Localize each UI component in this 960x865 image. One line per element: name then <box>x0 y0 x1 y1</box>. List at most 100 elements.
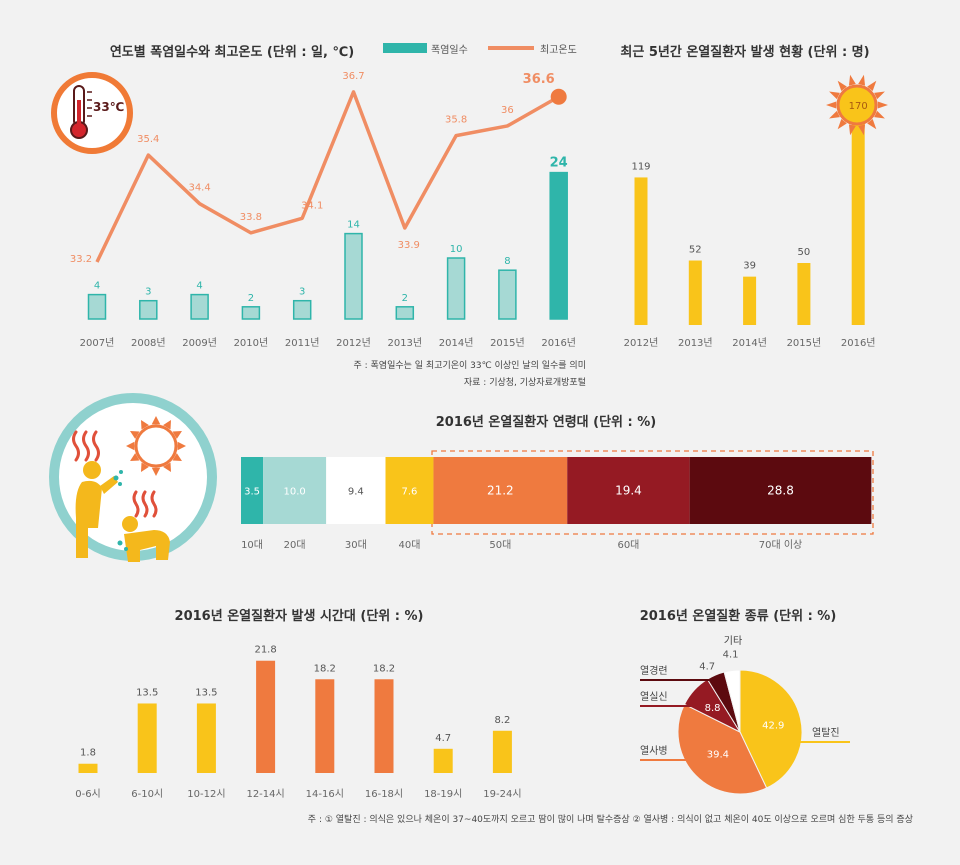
time-bar <box>78 763 98 773</box>
temperature-label: 36.6 <box>523 72 555 87</box>
sun-ray <box>848 124 856 136</box>
year-tick-label: 2008년 <box>131 337 166 349</box>
temperature-label: 33.2 <box>70 254 92 265</box>
legend-bar-swatch <box>383 43 427 53</box>
heatwave-bar <box>344 232 363 320</box>
age-segment <box>567 457 690 524</box>
temperature-label: 35.4 <box>137 134 159 145</box>
thermometer-icon: 33℃ <box>51 72 133 154</box>
pie-slice <box>723 669 741 733</box>
temperature-line <box>95 90 560 263</box>
legend-line-label: 최고온도 <box>540 44 577 56</box>
temperature-label: 34.1 <box>301 200 323 211</box>
temperature-point <box>550 88 567 105</box>
age-tick-label: 20대 <box>284 539 306 551</box>
heatwave-bar <box>241 306 261 320</box>
time-bar-label: 18.2 <box>373 663 395 674</box>
sun-ray <box>848 74 856 86</box>
sun-icon <box>126 416 186 476</box>
year-tick-label: 2007년 <box>80 337 115 349</box>
sun-ray <box>172 431 182 439</box>
thermometer-label: 33℃ <box>93 100 124 114</box>
chart-age-groups: 2016년 온열질환자 연령대 (단위 : %) 3.5 10대 10.0 20대 9.… <box>241 414 874 551</box>
year-tick-label: 2014년 <box>439 337 474 349</box>
temperature-label: 35.8 <box>445 115 467 126</box>
year-tick-label: 2016년 <box>541 337 576 349</box>
time-tick-label: 18-19시 <box>424 788 462 800</box>
patient-bar-label: 39 <box>743 261 756 272</box>
sun-ray <box>826 101 837 109</box>
year-tick-label: 2015년 <box>490 337 525 349</box>
year-tick-label: 2013년 <box>387 337 422 349</box>
year-tick-label: 2014년 <box>732 337 767 349</box>
pie-category-label: 열실신 <box>640 691 668 703</box>
time-tick-label: 19-24시 <box>483 788 521 800</box>
pie-category-label: 열경련 <box>640 664 668 677</box>
heatwave-bar <box>139 299 158 320</box>
time-bar-label: 1.8 <box>80 748 96 759</box>
sun-disc <box>134 424 178 468</box>
age-tick-label: 60대 <box>617 539 639 551</box>
sun-ray <box>151 467 161 476</box>
age-segment <box>385 457 434 524</box>
time-bar-label: 4.7 <box>435 733 451 744</box>
patient-bar-label: 52 <box>689 245 702 256</box>
sun-ray <box>130 431 140 439</box>
heatwave-bar-label: 3 <box>299 287 305 298</box>
time-tick-label: 10-12시 <box>187 788 225 800</box>
age-tick-label: 50대 <box>489 539 511 551</box>
age-segment-label: 21.2 <box>487 484 514 498</box>
temperature-label: 33.8 <box>240 212 262 223</box>
sun-ray <box>867 118 877 130</box>
sun-ray <box>130 453 140 461</box>
heat-wave-icon <box>72 430 158 518</box>
pie-slice <box>677 703 768 795</box>
heatwave-bar-label: 8 <box>504 256 510 267</box>
time-bar <box>196 703 216 773</box>
age-tick-label: 70대 이상 <box>759 539 803 551</box>
heatwave-bar <box>190 293 209 320</box>
pie-value-label: 39.4 <box>707 750 729 761</box>
heatwave-bar-label: 3 <box>145 287 151 298</box>
chart2-title: 최근 5년간 온열질환자 발생 현황 (단위 : 명) <box>620 44 869 60</box>
time-bar-label: 18.2 <box>314 663 336 674</box>
chart1-note-2: 자료 : 기상청, 기상자료개방포털 <box>464 376 586 388</box>
year-tick-label: 2011년 <box>285 337 320 349</box>
heat-illustration <box>49 393 217 562</box>
year-tick-label: 2015년 <box>787 337 822 349</box>
age-segment-label: 19.4 <box>615 484 642 498</box>
pie-value-label: 4.7 <box>699 662 715 673</box>
sun-ray <box>163 420 171 430</box>
heatwave-bar-label: 24 <box>550 156 568 171</box>
temperature-label: 36.7 <box>342 71 364 82</box>
pie-category-label: 열탈진 <box>812 726 840 739</box>
heatwave-bar <box>446 257 466 320</box>
temperature-label: 33.9 <box>398 240 420 251</box>
age-segment-label: 7.6 <box>402 487 418 498</box>
age-segment <box>433 457 568 524</box>
chart-illness-types: 2016년 온열질환 종류 (단위 : %) 42.9 39.4 8.8 4.7 4.1… <box>308 608 913 825</box>
patient-bar <box>743 276 757 325</box>
sun-ray <box>151 416 161 425</box>
heatwave-bar-label: 4 <box>94 281 100 292</box>
time-bar-label: 13.5 <box>195 687 217 698</box>
pie-category-label: 기타 <box>724 635 742 647</box>
pie-category-label: 열사병 <box>640 745 668 757</box>
heatwave-bar-label: 2 <box>248 293 254 304</box>
time-bar-label: 21.8 <box>254 645 276 656</box>
sun-ray <box>172 453 182 461</box>
heatwave-bar-label: 4 <box>196 281 202 292</box>
sun-icon <box>826 74 888 136</box>
year-tick-label: 2009년 <box>182 337 217 349</box>
age-segment <box>689 457 872 524</box>
age-segment-label: 28.8 <box>767 484 794 498</box>
year-tick-label: 2013년 <box>678 337 713 349</box>
time-bar <box>315 679 335 773</box>
heatwave-bar <box>498 269 517 320</box>
chart3-title: 2016년 온열질환자 연령대 (단위 : %) <box>436 414 656 430</box>
sun-ray <box>877 101 888 109</box>
sun-ray <box>829 110 840 119</box>
sun-ray <box>837 80 847 92</box>
age-segment-label: 9.4 <box>348 487 364 498</box>
